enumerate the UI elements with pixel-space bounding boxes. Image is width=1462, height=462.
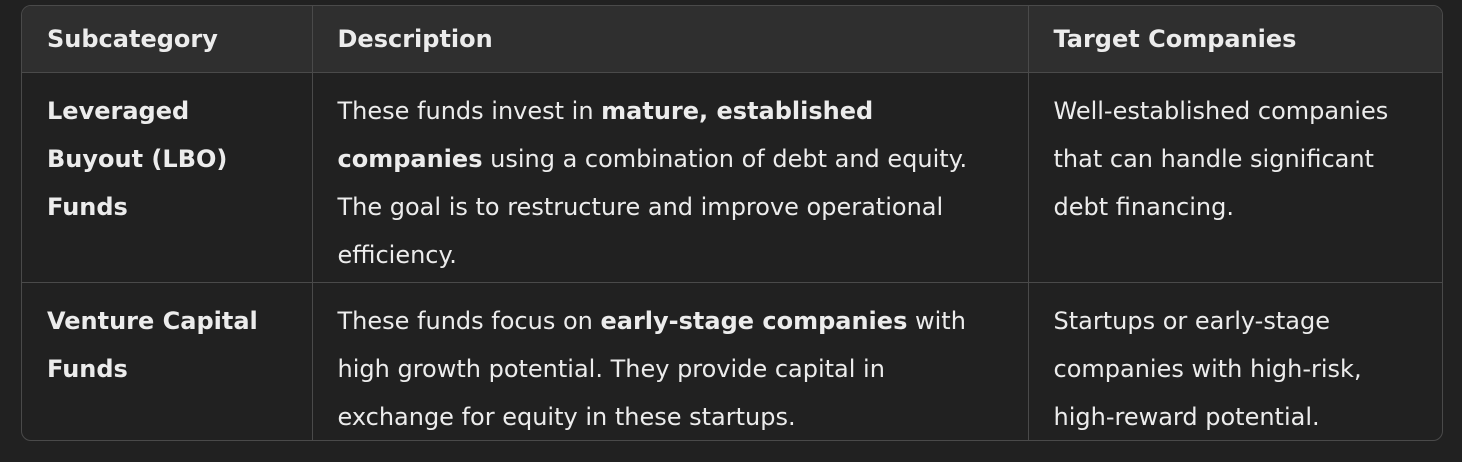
header-subcategory: Subcategory <box>22 6 313 73</box>
description-emphasis: early-stage companies <box>600 306 908 335</box>
table-row: Venture Capital Funds These funds focus … <box>22 282 1442 440</box>
target-companies-cell: Well-established companies that can hand… <box>1028 72 1442 283</box>
description-cell: These funds focus on early-stage compani… <box>312 282 1029 440</box>
table-body: Leveraged Buyout (LBO) Funds These funds… <box>22 72 1442 440</box>
header-description: Description <box>312 6 1029 73</box>
funds-table: Subcategory Description Target Companies… <box>22 6 1442 440</box>
description-text: with high growth potential. They provide… <box>337 306 966 431</box>
subcategory-cell: Venture Capital Funds <box>22 282 313 440</box>
target-companies-cell: Startups or early-stage companies with h… <box>1053 306 1362 431</box>
header-row: Subcategory Description Target Companies <box>22 6 1442 73</box>
description-text: These funds invest in <box>337 96 602 125</box>
header-target-companies: Target Companies <box>1028 6 1442 73</box>
description-text: These funds focus on <box>337 306 601 335</box>
description-cell: These funds invest in mature, establishe… <box>312 72 1029 283</box>
table-header: Subcategory Description Target Companies <box>22 6 1442 73</box>
description-emphasis: mature, established companies <box>337 96 874 173</box>
description-text: using a combination of debt and equity. … <box>337 144 968 269</box>
funds-table-container: Subcategory Description Target Companies… <box>21 5 1443 441</box>
table-row: Leveraged Buyout (LBO) Funds These funds… <box>22 72 1442 283</box>
subcategory-cell: Leveraged Buyout (LBO) Funds <box>22 72 313 283</box>
